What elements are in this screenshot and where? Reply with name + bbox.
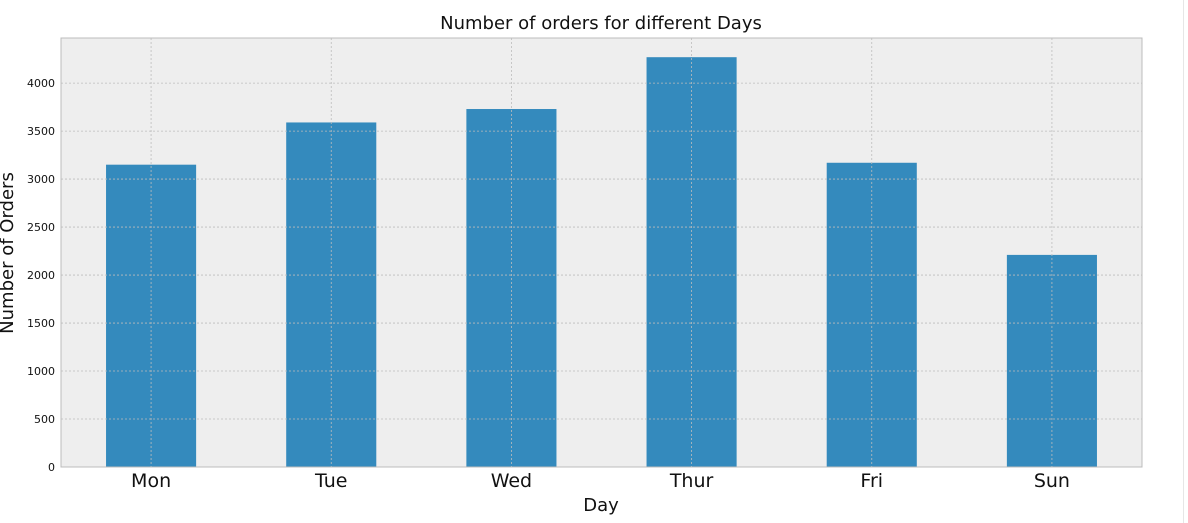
x-tick-label: Fri	[860, 470, 883, 492]
y-tick-label: 2500	[27, 221, 55, 234]
x-tick-label: Thur	[669, 470, 714, 492]
y-tick-label: 3500	[27, 125, 55, 138]
x-tick-label: Sun	[1034, 470, 1070, 492]
y-tick-label: 3000	[27, 173, 55, 186]
y-tick-label: 0	[48, 461, 55, 474]
x-ticks: Mon Tue Wed Thur Fri Sun	[131, 470, 1070, 492]
y-ticks: 0 500 1000 1500 2000 2500 3000 3500 4000	[27, 77, 55, 474]
y-tick-label: 500	[34, 413, 55, 426]
x-axis-label: Day	[583, 495, 619, 516]
grid-lines	[61, 38, 1142, 467]
y-axis-label: Number of Orders	[0, 172, 18, 334]
y-tick-label: 1000	[27, 365, 55, 378]
x-tick-label: Tue	[314, 470, 347, 492]
x-tick-label: Mon	[131, 470, 171, 492]
x-tick-label: Wed	[491, 470, 532, 492]
plot-frame	[60, 37, 1143, 468]
plot-area	[61, 38, 1142, 467]
y-tick-label: 1500	[27, 317, 55, 330]
page-scrollbar[interactable]	[1183, 0, 1188, 523]
y-tick-label: 4000	[27, 77, 55, 90]
chart-title: Number of orders for different Days	[440, 13, 762, 34]
y-tick-label: 2000	[27, 269, 55, 282]
